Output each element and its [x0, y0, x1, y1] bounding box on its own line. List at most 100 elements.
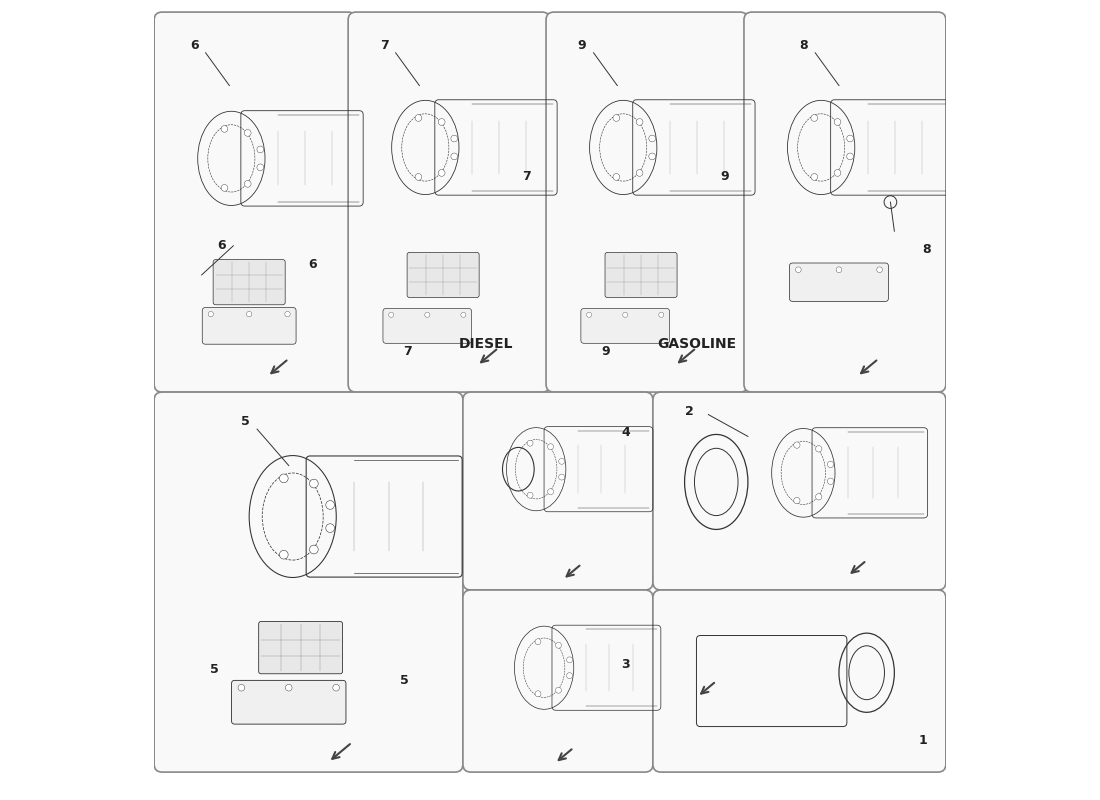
Circle shape	[586, 312, 592, 318]
Circle shape	[548, 489, 553, 494]
Circle shape	[246, 311, 252, 317]
Text: 9: 9	[602, 345, 610, 358]
Circle shape	[649, 153, 656, 160]
Circle shape	[794, 498, 800, 504]
FancyBboxPatch shape	[653, 590, 946, 772]
Circle shape	[221, 185, 228, 191]
Circle shape	[257, 146, 264, 153]
FancyBboxPatch shape	[154, 392, 463, 772]
Text: 7: 7	[404, 345, 412, 358]
Circle shape	[326, 501, 334, 510]
Circle shape	[415, 114, 421, 122]
Circle shape	[535, 638, 541, 645]
Circle shape	[438, 118, 446, 126]
Circle shape	[566, 673, 573, 678]
Circle shape	[527, 440, 534, 446]
Text: 5: 5	[210, 663, 218, 676]
FancyBboxPatch shape	[463, 590, 653, 772]
Circle shape	[415, 174, 421, 180]
Text: GIRAUDI: GIRAUDI	[379, 326, 720, 395]
Circle shape	[309, 479, 318, 488]
FancyBboxPatch shape	[581, 309, 670, 343]
FancyBboxPatch shape	[790, 263, 889, 302]
Text: 2: 2	[684, 405, 693, 418]
FancyBboxPatch shape	[744, 12, 946, 392]
FancyBboxPatch shape	[605, 252, 678, 298]
Circle shape	[559, 474, 564, 480]
Circle shape	[257, 164, 264, 170]
Text: 6: 6	[218, 239, 227, 253]
Circle shape	[527, 492, 534, 498]
FancyBboxPatch shape	[546, 12, 748, 392]
Circle shape	[559, 458, 564, 464]
Circle shape	[636, 118, 644, 126]
Circle shape	[451, 135, 458, 142]
Circle shape	[659, 312, 663, 318]
Circle shape	[285, 311, 290, 317]
Circle shape	[649, 135, 656, 142]
Circle shape	[556, 642, 561, 648]
Circle shape	[309, 545, 318, 554]
Text: GASOLINE: GASOLINE	[657, 337, 736, 350]
Circle shape	[811, 174, 817, 180]
Circle shape	[208, 311, 213, 317]
Circle shape	[221, 126, 228, 132]
FancyBboxPatch shape	[213, 260, 285, 305]
Text: DIESEL: DIESEL	[459, 337, 514, 350]
Circle shape	[636, 170, 644, 176]
Circle shape	[244, 181, 251, 187]
Text: 3: 3	[621, 658, 630, 670]
Circle shape	[461, 312, 466, 318]
Text: 6: 6	[190, 39, 198, 52]
Circle shape	[548, 444, 553, 450]
FancyBboxPatch shape	[383, 309, 472, 343]
Circle shape	[877, 267, 882, 273]
Text: 5: 5	[399, 674, 408, 687]
Circle shape	[827, 462, 834, 467]
Circle shape	[438, 170, 446, 176]
Circle shape	[451, 153, 458, 160]
Text: 5: 5	[241, 415, 250, 429]
Text: 1: 1	[918, 734, 927, 747]
FancyBboxPatch shape	[154, 12, 356, 392]
Circle shape	[811, 114, 817, 122]
Circle shape	[847, 135, 854, 142]
FancyBboxPatch shape	[202, 307, 296, 344]
Circle shape	[815, 494, 822, 500]
Text: 7: 7	[379, 39, 388, 52]
Circle shape	[279, 474, 288, 482]
Circle shape	[623, 312, 628, 318]
Circle shape	[244, 130, 251, 136]
Circle shape	[847, 153, 854, 160]
Text: 4: 4	[621, 426, 630, 439]
Circle shape	[827, 478, 834, 485]
Circle shape	[834, 118, 840, 126]
Circle shape	[834, 170, 840, 176]
Circle shape	[613, 174, 619, 180]
Text: 7: 7	[522, 170, 531, 183]
Circle shape	[836, 267, 842, 273]
Circle shape	[285, 684, 293, 691]
Circle shape	[794, 442, 800, 448]
FancyBboxPatch shape	[348, 12, 550, 392]
FancyBboxPatch shape	[463, 392, 653, 590]
FancyBboxPatch shape	[258, 622, 342, 674]
Circle shape	[613, 114, 619, 122]
Text: 9: 9	[720, 170, 729, 183]
Circle shape	[333, 684, 340, 691]
Text: 8: 8	[922, 243, 931, 256]
Circle shape	[566, 657, 573, 663]
Circle shape	[388, 312, 394, 318]
FancyBboxPatch shape	[653, 392, 946, 590]
FancyBboxPatch shape	[232, 680, 345, 724]
FancyBboxPatch shape	[407, 252, 480, 298]
Text: 9: 9	[578, 39, 586, 52]
Circle shape	[326, 524, 334, 533]
Circle shape	[815, 446, 822, 452]
Text: 6: 6	[308, 258, 317, 270]
Circle shape	[795, 267, 801, 273]
Circle shape	[279, 550, 288, 559]
Circle shape	[556, 687, 561, 693]
Text: 8: 8	[800, 39, 808, 52]
Text: a passion
since 1914: a passion since 1914	[390, 394, 710, 595]
